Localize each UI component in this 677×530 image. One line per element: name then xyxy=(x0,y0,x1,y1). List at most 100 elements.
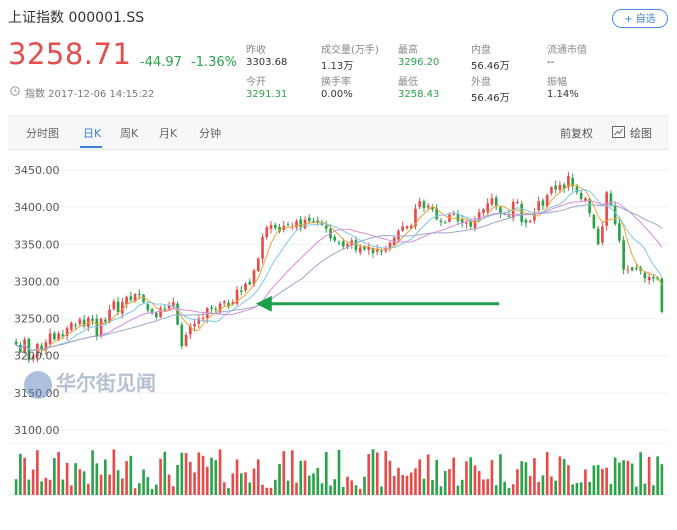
volume-bar xyxy=(554,480,557,495)
tab-2[interactable]: 周K xyxy=(120,127,139,140)
volume-bar xyxy=(635,486,638,495)
volume-bar xyxy=(452,457,456,495)
volume-bar xyxy=(133,488,137,495)
volume-bar xyxy=(567,465,570,495)
candle-body xyxy=(61,334,65,337)
clock-icon xyxy=(10,86,20,96)
candle-body xyxy=(426,205,430,208)
candle-body xyxy=(222,301,226,304)
volume-bar xyxy=(639,452,642,495)
quote-label: 流通市值 xyxy=(547,45,587,56)
volume-bar xyxy=(380,486,383,495)
watermark-text: 华尔街见闻 xyxy=(56,371,156,395)
candle-body xyxy=(584,198,587,201)
volume-bar xyxy=(354,485,358,495)
candle-body xyxy=(227,302,230,307)
stock-code: 000001.SS xyxy=(68,10,145,26)
volume-bar xyxy=(197,452,201,495)
candle-body xyxy=(596,228,600,245)
candle-body xyxy=(401,226,405,231)
candle-body xyxy=(138,293,141,295)
candle-body xyxy=(541,200,545,206)
volume-bar xyxy=(401,474,405,495)
candle-body xyxy=(163,308,167,310)
candle-body xyxy=(652,277,655,279)
volume-bar xyxy=(193,472,196,495)
candle-body xyxy=(358,247,362,253)
volume-bar xyxy=(660,464,664,495)
volume-bar xyxy=(205,466,209,495)
volume-bar xyxy=(201,455,205,495)
volume-bar xyxy=(482,479,485,495)
volume-bar xyxy=(503,481,507,495)
volume-bar xyxy=(146,477,150,495)
volume-bar xyxy=(125,461,128,495)
volume-bar xyxy=(23,457,26,495)
quote-value: 3296.20 xyxy=(398,57,440,68)
volume-bar xyxy=(235,459,239,495)
quote-value: -- xyxy=(547,57,555,68)
candle-body xyxy=(142,294,145,303)
candle-body xyxy=(380,250,383,252)
volume-bar xyxy=(558,456,562,495)
candle-body xyxy=(477,212,481,222)
volume-bar xyxy=(363,476,366,495)
volume-bar xyxy=(647,456,651,495)
volume-bar xyxy=(252,468,256,495)
volume-bar xyxy=(44,477,48,495)
candle-body xyxy=(656,277,659,280)
candle-body xyxy=(363,246,366,250)
volume-bar xyxy=(210,457,213,495)
volume-bar xyxy=(61,479,65,495)
candle-body xyxy=(112,301,116,310)
candle-body xyxy=(201,317,205,319)
candle-body xyxy=(537,201,540,211)
candle-body xyxy=(341,241,345,247)
volume-bar xyxy=(371,449,375,495)
volume-bar xyxy=(129,455,133,495)
volume-bar xyxy=(256,459,260,495)
candle-body xyxy=(256,258,260,272)
candle-body xyxy=(31,355,35,360)
volume-bar xyxy=(490,460,494,495)
draw-button[interactable]: 绘图 xyxy=(630,127,652,140)
quote-timestamp: 指数 2017-12-06 14:15:22 xyxy=(25,89,155,100)
candle-body xyxy=(239,290,243,292)
candle-body xyxy=(414,208,417,227)
candle-body xyxy=(516,201,519,204)
candle-body xyxy=(108,309,111,323)
y-tick-label: 3350.00 xyxy=(14,238,60,251)
candle-body xyxy=(235,289,239,304)
candle-body xyxy=(571,177,574,187)
tab-3[interactable]: 月K xyxy=(159,127,178,140)
add-watchlist-button[interactable]: + 自选 xyxy=(612,9,668,28)
tab-0[interactable]: 分时图 xyxy=(26,127,59,140)
candle-body xyxy=(397,230,400,240)
candle-body xyxy=(550,187,553,194)
kline-chart[interactable]: 3450.00 3400.00 3350.00 3300.00 3250.00 3200.… xyxy=(8,150,669,496)
candle-body xyxy=(448,214,451,222)
volume-bar xyxy=(409,472,413,495)
tab-4[interactable]: 分钟 xyxy=(199,127,221,140)
candle-body xyxy=(375,248,379,252)
candle-body xyxy=(65,328,69,336)
volume-bar xyxy=(214,460,218,495)
tab-1[interactable]: 日K xyxy=(83,127,102,140)
candle-body xyxy=(286,224,290,226)
adjust-button[interactable]: 前复权 xyxy=(560,127,593,140)
candle-body xyxy=(324,225,328,229)
quote-value: 56.46万 xyxy=(471,61,510,72)
candle-body xyxy=(193,323,196,327)
volume-bar xyxy=(324,452,328,495)
candle-body xyxy=(231,302,235,305)
volume-bar xyxy=(142,469,145,495)
candle-body xyxy=(133,294,137,302)
candle-body xyxy=(473,220,477,228)
volume-bar xyxy=(184,453,188,495)
volume-bar xyxy=(312,473,315,495)
volume-bar xyxy=(82,471,86,495)
ma-line-20 xyxy=(15,200,663,351)
draw-icon[interactable] xyxy=(612,126,625,138)
quote-label: 最低 xyxy=(398,77,418,88)
candle-body xyxy=(643,272,647,279)
